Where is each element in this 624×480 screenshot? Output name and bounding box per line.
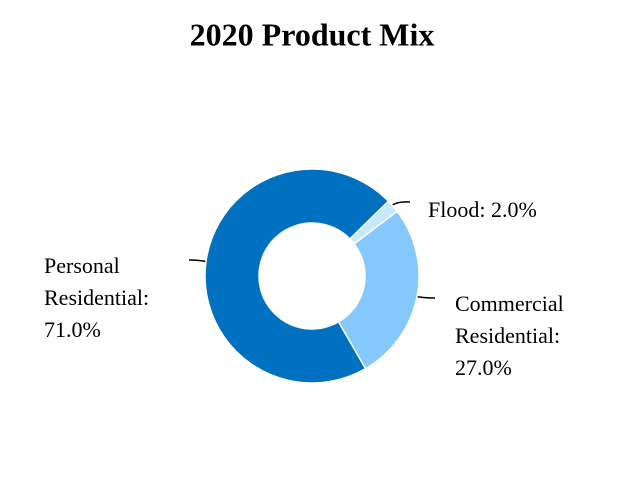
leader-line [188,259,209,263]
slice-label: Commercial [455,291,564,316]
slice-label: Personal [44,253,120,278]
slice-label: Flood: 2.0% [428,197,537,222]
donut-slice [204,168,390,384]
slice-label: 71.0% [44,317,101,342]
slice-label: 27.0% [455,355,512,380]
chart-title: 2020 Product Mix [190,16,435,52]
donut-slice [337,210,420,370]
slice-label: Residential: [455,323,560,348]
slice-label: Residential: [44,285,149,310]
